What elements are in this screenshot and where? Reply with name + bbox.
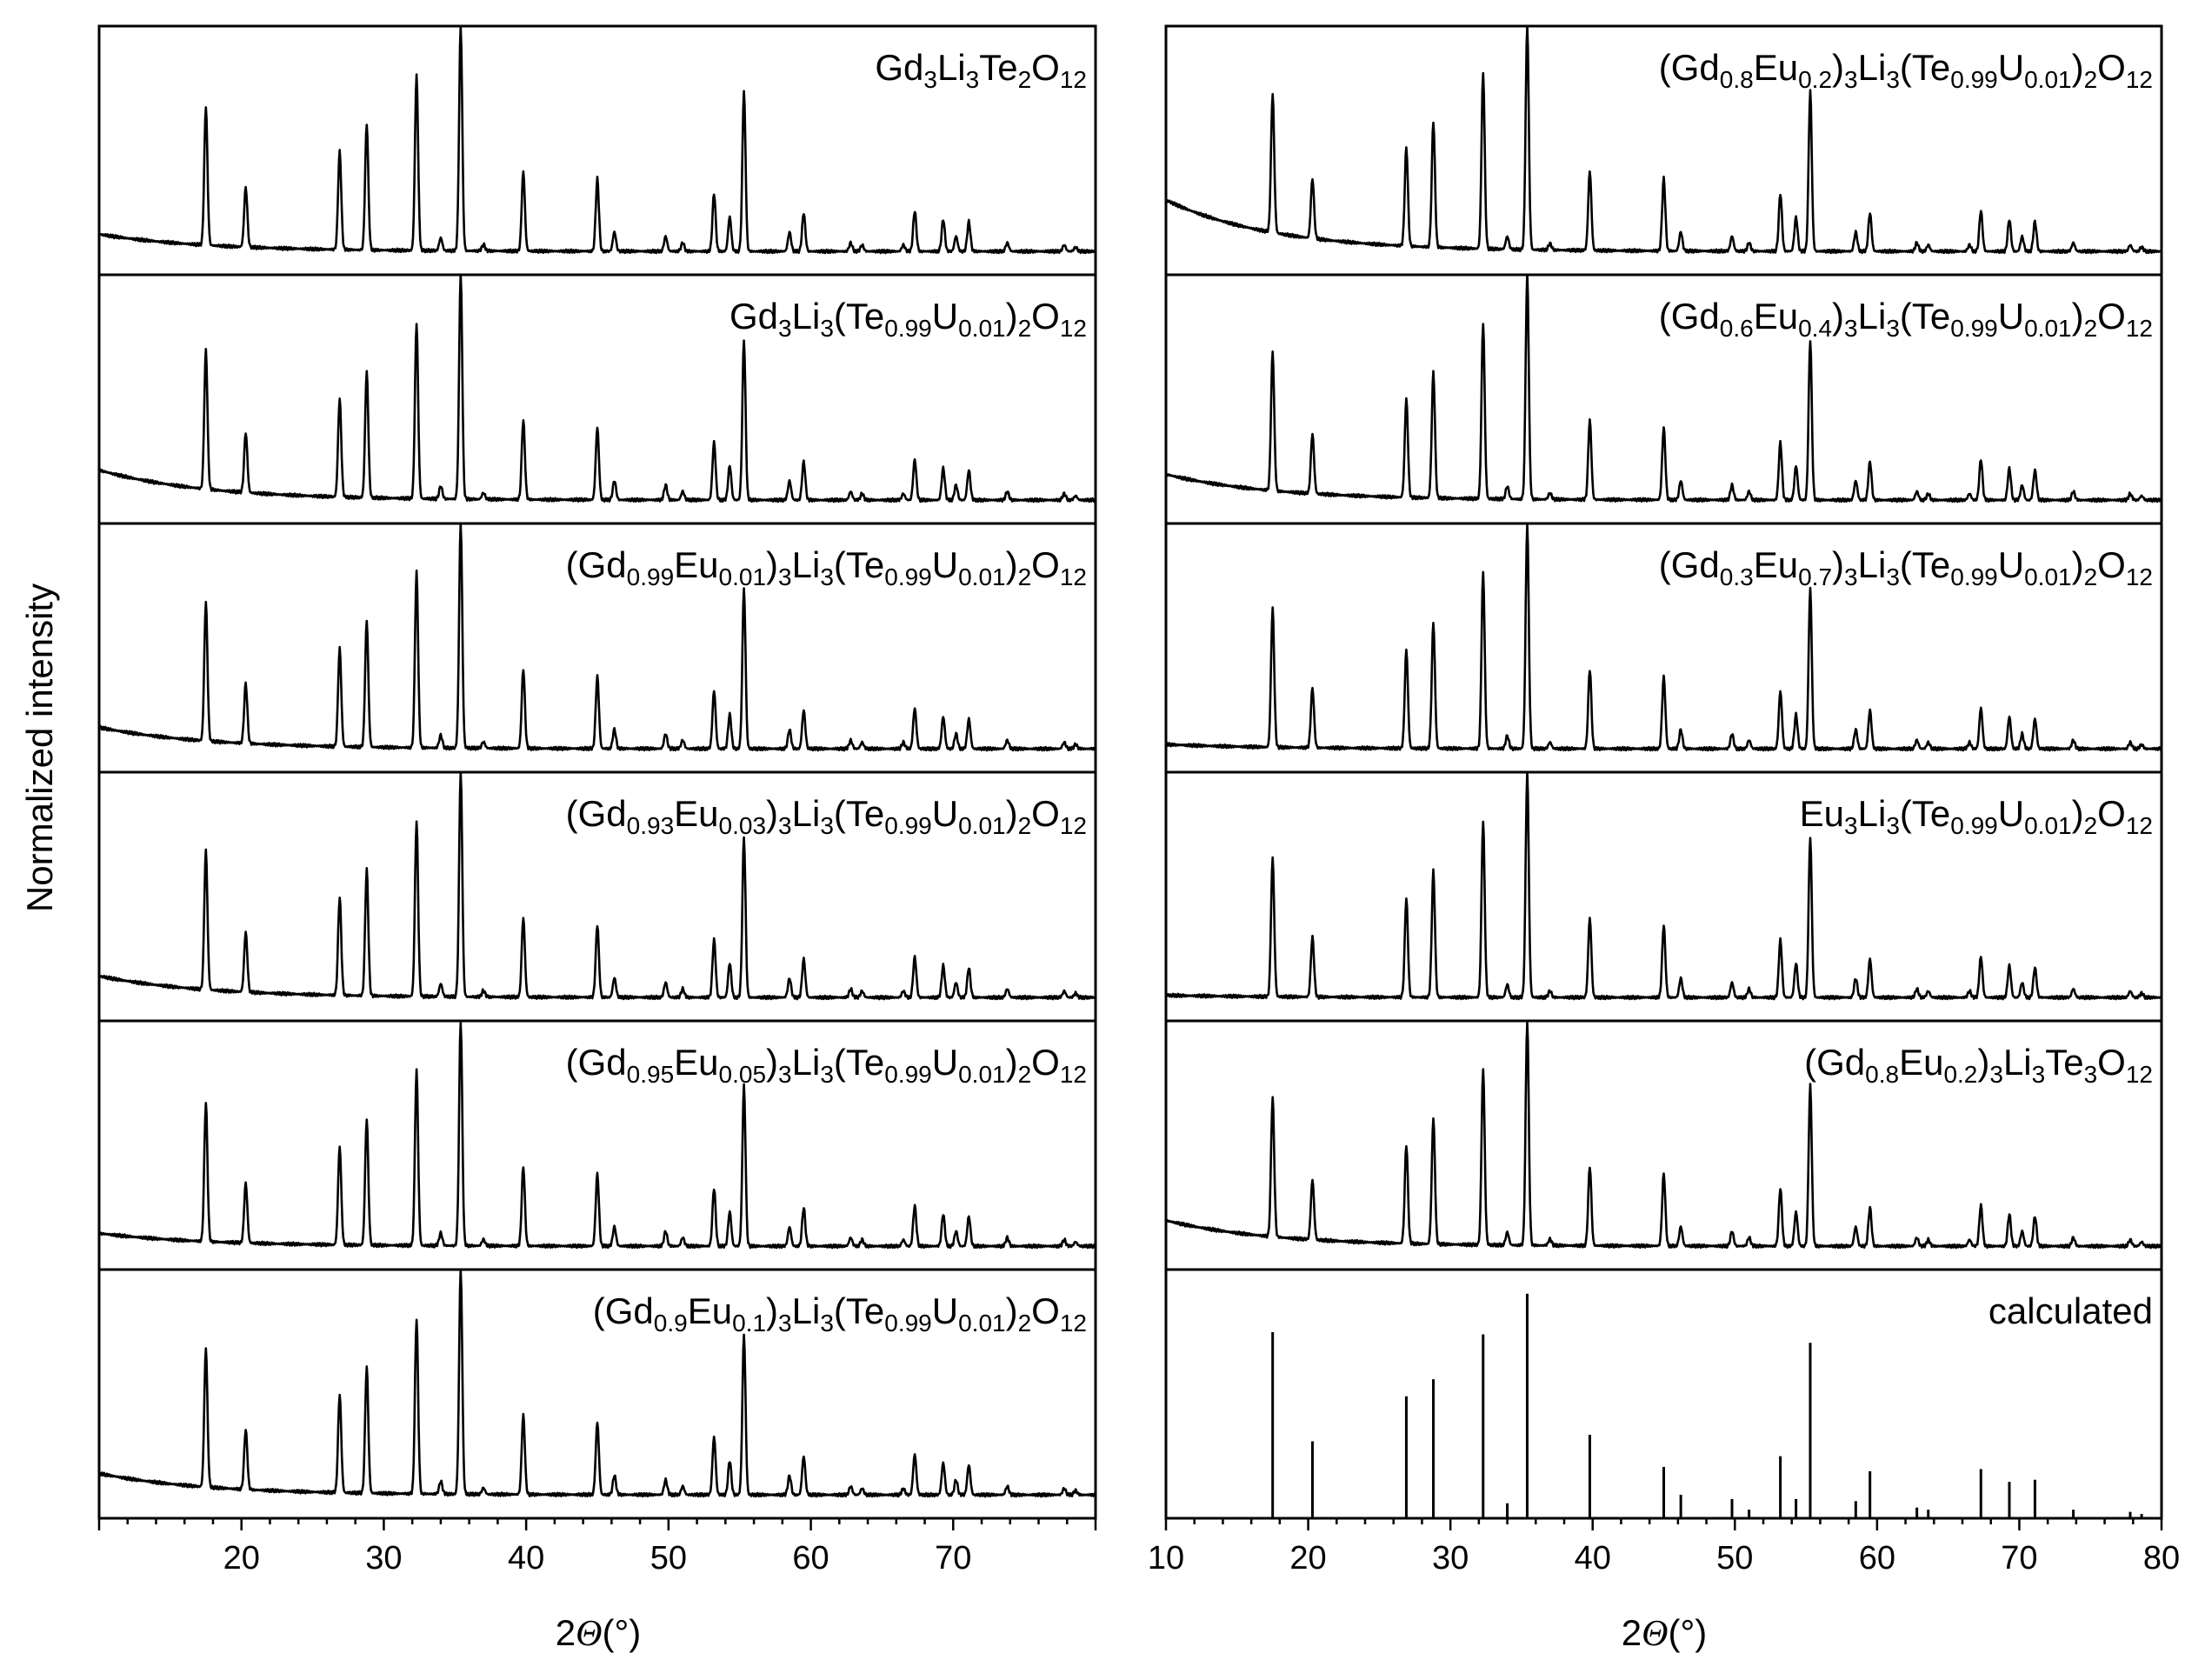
x-tick-label: 50 [650,1540,687,1577]
panel-left-4: (Gd0.95Eu0.05)3Li3(Te0.99U0.01)2O12 [97,1019,1097,1271]
panel-title: (Gd0.8Eu0.2)3Li3Te3O12 [1804,1042,2153,1088]
panel-title: calculated [1988,1290,2153,1331]
panel-title: Gd3Li3Te2O12 [875,47,1087,93]
panel-right-2: (Gd0.3Eu0.7)3Li3(Te0.99U0.01)2O12 [1164,522,2163,774]
x-tick-label: 70 [935,1540,971,1577]
panel-title: Eu3Li3(Te0.99U0.01)2O12 [1800,793,2153,839]
panel-title: (Gd0.6Eu0.4)3Li3(Te0.99U0.01)2O12 [1659,296,2153,342]
x-tick-label: 30 [365,1540,402,1577]
panel-title: (Gd0.8Eu0.2)3Li3(Te0.99U0.01)2O12 [1659,47,2153,93]
xrd-trace-left-5 [99,1270,1096,1498]
panels-group: Gd3Li3Te2O12 Gd3Li3(Te0.99U0.01)2O12 (Gd0.… [97,24,2163,1520]
x-tick-label: 40 [508,1540,544,1577]
panel-frame [97,1268,1097,1520]
xrd-trace-left-1 [99,275,1096,503]
xrd-trace-right-1 [1166,275,2162,503]
xrd-trace-right-4 [1166,1021,2162,1250]
panel-left-1: Gd3Li3(Te0.99U0.01)2O12 [97,273,1097,525]
x-tick-label: 60 [1859,1540,1895,1577]
panel-right-0: (Gd0.8Eu0.2)3Li3(Te0.99U0.01)2O12 [1164,24,2163,277]
right-x-axis: 10 20 30 40 50 60 70 80 [1148,1518,2180,1577]
xrd-trace-left-3 [99,772,1096,1001]
x-tick-label: 80 [2143,1540,2180,1577]
x-tick-label: 40 [1575,1540,1611,1577]
panel-right-5: calculated [1164,1268,2163,1520]
x-tick-label: 10 [1148,1540,1184,1577]
x-tick-label: 60 [792,1540,829,1577]
xrd-trace-left-4 [99,1021,1096,1250]
xrd-trace-left-0 [99,26,1096,255]
x-tick-label: 20 [1289,1540,1326,1577]
panel-title: (Gd0.95Eu0.05)3Li3(Te0.99U0.01)2O12 [566,1042,1087,1088]
panel-title: (Gd0.93Eu0.03)3Li3(Te0.99U0.01)2O12 [566,793,1087,839]
panel-title: (Gd0.3Eu0.7)3Li3(Te0.99U0.01)2O12 [1659,544,2153,590]
x-tick-label: 20 [223,1540,260,1577]
panel-title: (Gd0.9Eu0.1)3Li3(Te0.99U0.01)2O12 [593,1290,1087,1337]
xrd-trace-right-2 [1166,523,2162,752]
x-tick-label: 50 [1716,1540,1753,1577]
panel-left-0: Gd3Li3Te2O12 [97,24,1097,277]
xrd-trace-right-0 [1166,26,2162,255]
panel-left-3: (Gd0.93Eu0.03)3Li3(Te0.99U0.01)2O12 [97,770,1097,1023]
left-x-axis-label: 2Θ(°) [556,1612,641,1654]
xrd-trace-left-2 [99,523,1096,752]
panel-right-3: Eu3Li3(Te0.99U0.01)2O12 [1164,770,2163,1023]
x-tick-label: 70 [2001,1540,2037,1577]
panel-left-2: (Gd0.99Eu0.01)3Li3(Te0.99U0.01)2O12 [97,522,1097,774]
panel-left-5: (Gd0.9Eu0.1)3Li3(Te0.99U0.01)2O12 [97,1268,1097,1520]
left-x-axis: 20 30 40 50 60 70 [97,1518,1097,1577]
panel-right-1: (Gd0.6Eu0.4)3Li3(Te0.99U0.01)2O12 [1164,273,2163,525]
y-axis-label: Normalized intensity [19,583,60,912]
panel-right-4: (Gd0.8Eu0.2)3Li3Te3O12 [1164,1019,2163,1271]
x-tick-label: 30 [1432,1540,1469,1577]
panel-title: (Gd0.99Eu0.01)3Li3(Te0.99U0.01)2O12 [566,544,1087,590]
xrd-trace-right-3 [1166,772,2162,1001]
right-x-axis-label: 2Θ(°) [1622,1612,1707,1654]
panel-frame [1164,1268,2163,1520]
panel-title: Gd3Li3(Te0.99U0.01)2O12 [729,296,1087,342]
